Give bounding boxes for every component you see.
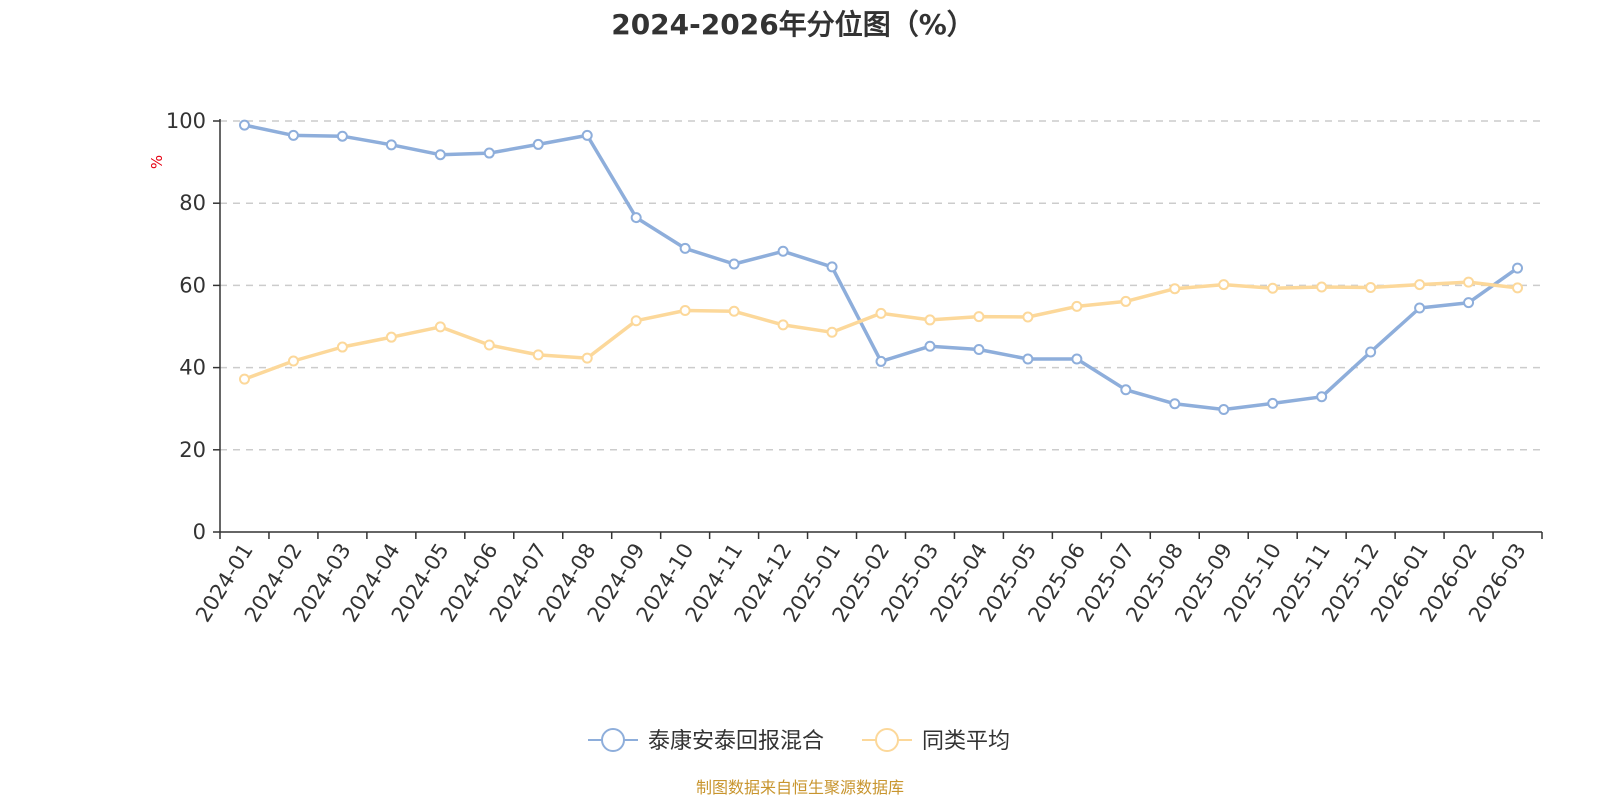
series-0-point-2025-06[interactable] (1071, 353, 1083, 365)
series-0-point-2024-11[interactable] (728, 258, 740, 270)
series-1-point-2024-09[interactable] (630, 315, 642, 327)
series-1-point-2025-06[interactable] (1071, 300, 1083, 312)
series-1-point-2024-10[interactable] (679, 304, 691, 316)
series-0-point-2025-03[interactable] (924, 340, 936, 352)
series-0-point-2026-01[interactable] (1414, 302, 1426, 314)
series-1-point-2024-01[interactable] (238, 373, 250, 385)
series-1-point-2025-03[interactable] (924, 314, 936, 326)
series-0-point-2025-02[interactable] (875, 355, 887, 367)
series-0-point-2026-02[interactable] (1463, 297, 1475, 309)
series-1-point-2024-05[interactable] (434, 321, 446, 333)
series-1-point-2025-10[interactable] (1267, 282, 1279, 294)
series-0-point-2024-02[interactable] (287, 129, 299, 141)
y-axis-unit: % (148, 155, 166, 169)
y-tick-label-80: 80 (179, 191, 206, 215)
series-0-point-2024-01[interactable] (238, 119, 250, 131)
series-1-point-2026-02[interactable] (1463, 276, 1475, 288)
series-1-point-2025-07[interactable] (1120, 295, 1132, 307)
series-0-point-2024-05[interactable] (434, 149, 446, 161)
y-tick-label-0: 0 (193, 520, 206, 544)
axes: 0204060801002024-012024-022024-032024-04… (166, 109, 1543, 626)
series-0-point-2025-10[interactable] (1267, 397, 1279, 409)
series-0-point-2024-09[interactable] (630, 212, 642, 224)
series-0-point-2025-07[interactable] (1120, 384, 1132, 396)
legend-label-1[interactable]: 同类平均 (922, 729, 1010, 754)
series-0-point-2025-11[interactable] (1316, 391, 1328, 403)
series-0-point-2024-04[interactable] (385, 139, 397, 151)
y-tick-label-60: 60 (179, 273, 206, 297)
series-1-point-2025-09[interactable] (1218, 279, 1230, 291)
chart-title: 2024-2026年分位图（%） (611, 8, 975, 41)
series-1-point-2025-01[interactable] (826, 326, 838, 338)
series-0-point-2024-10[interactable] (679, 242, 691, 254)
series-1-point-2025-08[interactable] (1169, 283, 1181, 295)
series-0-point-2026-03[interactable] (1512, 262, 1524, 274)
series-1-point-2024-03[interactable] (336, 341, 348, 353)
legend-label-0[interactable]: 泰康安泰回报混合 (648, 729, 824, 754)
series-0-point-2025-08[interactable] (1169, 398, 1181, 410)
legend: 泰康安泰回报混合 同类平均 (588, 728, 1010, 754)
series-lines (238, 119, 1524, 416)
grid-lines (220, 120, 1542, 451)
series-0-point-2025-05[interactable] (1022, 353, 1034, 365)
series-0-point-2025-04[interactable] (973, 344, 985, 356)
y-tick-label-40: 40 (179, 356, 206, 380)
series-1-point-2024-11[interactable] (728, 305, 740, 317)
series-1-point-2024-02[interactable] (287, 355, 299, 367)
series-1-point-2024-06[interactable] (483, 339, 495, 351)
series-0-point-2025-12[interactable] (1365, 346, 1377, 358)
series-1-point-2025-05[interactable] (1022, 311, 1034, 323)
y-tick-label-20: 20 (179, 438, 206, 462)
series-0-point-2024-07[interactable] (532, 138, 544, 150)
series-0-point-2024-03[interactable] (336, 130, 348, 142)
series-1-point-2024-04[interactable] (385, 331, 397, 343)
data-source-note: 制图数据来自恒生聚源数据库 (696, 778, 904, 797)
series-0-point-2024-06[interactable] (483, 147, 495, 159)
series-1-point-2026-01[interactable] (1414, 279, 1426, 291)
series-0-point-2024-12[interactable] (777, 245, 789, 257)
series-1-point-2024-08[interactable] (581, 352, 593, 364)
series-1-point-2025-02[interactable] (875, 307, 887, 319)
series-1-point-2024-12[interactable] (777, 319, 789, 331)
series-0-point-2025-09[interactable] (1218, 404, 1230, 416)
series-0-point-2024-08[interactable] (581, 129, 593, 141)
legend-marker-0[interactable] (601, 728, 625, 752)
series-0-point-2025-01[interactable] (826, 261, 838, 273)
series-1-point-2025-11[interactable] (1316, 281, 1328, 293)
series-1-point-2025-04[interactable] (973, 311, 985, 323)
series-1-point-2026-03[interactable] (1512, 282, 1524, 294)
legend-marker-1[interactable] (875, 728, 899, 752)
y-tick-label-100: 100 (166, 109, 206, 133)
series-1-point-2025-12[interactable] (1365, 281, 1377, 293)
series-1-point-2024-07[interactable] (532, 349, 544, 361)
